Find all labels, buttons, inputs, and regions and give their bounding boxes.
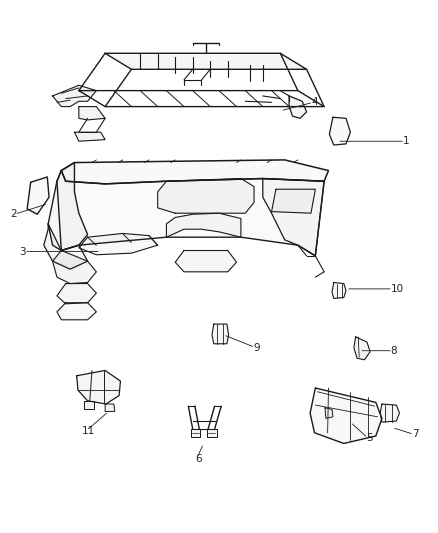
Polygon shape	[57, 303, 96, 320]
Polygon shape	[191, 429, 200, 437]
Polygon shape	[380, 404, 399, 422]
Text: 3: 3	[20, 247, 26, 256]
Polygon shape	[79, 107, 105, 120]
Polygon shape	[53, 251, 96, 284]
Polygon shape	[77, 370, 120, 404]
Text: 8: 8	[391, 346, 397, 356]
Polygon shape	[74, 132, 105, 141]
Text: 2: 2	[10, 209, 17, 219]
Polygon shape	[48, 163, 88, 251]
Polygon shape	[44, 224, 88, 269]
Polygon shape	[332, 282, 346, 298]
Polygon shape	[105, 53, 307, 69]
Text: 9: 9	[253, 343, 260, 352]
Polygon shape	[325, 408, 333, 418]
Polygon shape	[329, 117, 350, 145]
Polygon shape	[158, 179, 254, 213]
Text: 4: 4	[311, 98, 318, 107]
Polygon shape	[27, 177, 49, 214]
Text: 11: 11	[82, 426, 95, 435]
Polygon shape	[84, 401, 94, 409]
Polygon shape	[57, 284, 96, 304]
Text: 10: 10	[391, 284, 404, 294]
Text: 7: 7	[412, 430, 418, 439]
Polygon shape	[207, 429, 217, 437]
Polygon shape	[166, 213, 241, 237]
Polygon shape	[175, 251, 237, 272]
Text: 1: 1	[403, 136, 410, 146]
Polygon shape	[263, 179, 324, 256]
Polygon shape	[57, 171, 324, 256]
Polygon shape	[105, 404, 115, 411]
Polygon shape	[79, 233, 158, 255]
Text: 5: 5	[366, 433, 372, 443]
Polygon shape	[354, 337, 370, 360]
Polygon shape	[289, 96, 307, 118]
Polygon shape	[272, 189, 315, 213]
Polygon shape	[310, 388, 382, 443]
Polygon shape	[53, 85, 96, 107]
Text: 6: 6	[195, 455, 202, 464]
Polygon shape	[212, 324, 229, 344]
Polygon shape	[61, 160, 328, 184]
